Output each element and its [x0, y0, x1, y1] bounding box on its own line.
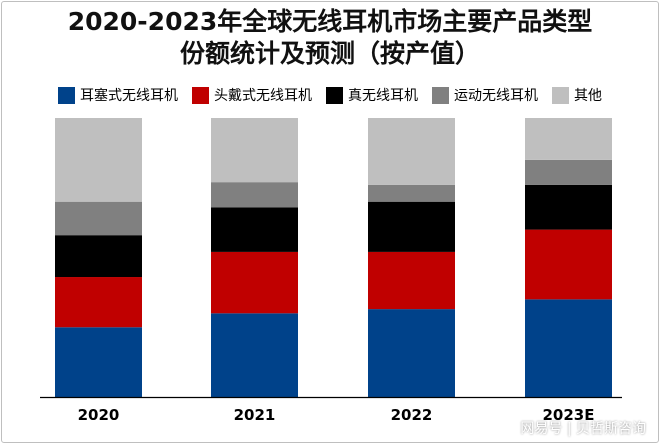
bar-segment: [211, 313, 298, 397]
legend-item: 耳塞式无线耳机: [58, 85, 178, 105]
chart-title-line-1: 2020-2023年全球无线耳机市场主要产品类型: [67, 7, 593, 36]
legend-item: 运动无线耳机: [432, 85, 538, 105]
bar-segment: [368, 251, 455, 310]
bar-segment: [55, 235, 142, 278]
legend-label: 头戴式无线耳机: [214, 88, 312, 104]
chart-title-line-2: 份额统计及预测（按产值）: [179, 39, 480, 68]
legend-label: 运动无线耳机: [454, 88, 538, 104]
bar-segment: [525, 184, 612, 230]
bar-segment: [55, 201, 142, 236]
legend: 耳塞式无线耳机 头戴式无线耳机 真无线耳机 运动无线耳机 其他: [0, 85, 660, 105]
x-tick-label: 2020: [78, 406, 120, 424]
bar-segment: [525, 118, 612, 160]
bar-segment: [55, 277, 142, 328]
watermark: 网易号 | 贝哲斯咨询: [520, 421, 646, 437]
bar-segment: [368, 184, 455, 202]
bar-segment: [525, 299, 612, 397]
bar-segment: [525, 159, 612, 185]
bar-segment: [211, 251, 298, 314]
bar-segment: [211, 182, 298, 208]
legend-label: 耳塞式无线耳机: [80, 88, 178, 104]
legend-swatch: [58, 86, 75, 104]
legend-item: 其他: [552, 85, 602, 105]
bar-segment: [55, 118, 142, 202]
legend-item: 真无线耳机: [326, 85, 418, 105]
bar-segment: [368, 118, 455, 185]
x-tick-label: 2022: [391, 406, 433, 424]
bar-segment: [525, 229, 612, 300]
legend-label: 其他: [574, 88, 602, 104]
legend-label: 真无线耳机: [348, 88, 418, 104]
legend-swatch: [432, 86, 449, 104]
bar-segment: [211, 118, 298, 183]
legend-swatch: [326, 86, 343, 104]
legend-item: 头戴式无线耳机: [192, 85, 312, 105]
bar-segment: [368, 309, 455, 397]
legend-swatch: [192, 86, 209, 104]
x-tick-label: 2023E: [543, 406, 595, 424]
bar-segment: [211, 207, 298, 252]
bar-segment: [368, 201, 455, 252]
legend-swatch: [552, 86, 569, 104]
bar-segment: [55, 327, 142, 397]
x-tick-label: 2021: [234, 406, 276, 424]
